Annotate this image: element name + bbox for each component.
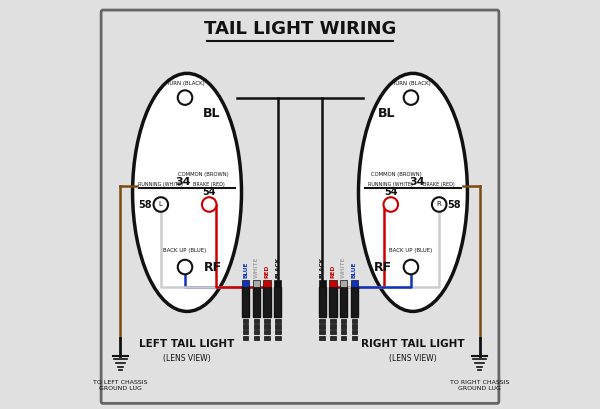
Bar xyxy=(319,280,326,287)
Bar xyxy=(319,287,326,317)
Text: BLUE: BLUE xyxy=(243,262,248,279)
Bar xyxy=(330,336,336,340)
Bar xyxy=(341,319,346,323)
Bar xyxy=(243,324,248,329)
Bar xyxy=(351,280,358,287)
Text: RF: RF xyxy=(204,261,223,274)
Text: L: L xyxy=(159,202,163,207)
Bar xyxy=(264,324,270,329)
Bar xyxy=(330,330,336,335)
Text: BL: BL xyxy=(378,107,395,120)
Bar xyxy=(352,324,357,329)
Bar xyxy=(243,336,248,340)
Text: RIGHT TAIL LIGHT: RIGHT TAIL LIGHT xyxy=(361,339,465,349)
Bar xyxy=(242,280,249,287)
Bar xyxy=(352,336,357,340)
Bar xyxy=(352,319,357,323)
Text: 54: 54 xyxy=(202,187,216,197)
Text: BLUE: BLUE xyxy=(352,262,357,279)
Bar xyxy=(274,287,281,317)
Bar xyxy=(254,336,259,340)
Bar xyxy=(330,324,336,329)
Circle shape xyxy=(202,197,217,212)
Text: LEFT TAIL LIGHT: LEFT TAIL LIGHT xyxy=(139,339,235,349)
Text: COMMON (BROWN): COMMON (BROWN) xyxy=(371,172,422,177)
Text: RED: RED xyxy=(265,265,269,279)
Text: RF: RF xyxy=(374,261,392,274)
Bar xyxy=(319,319,325,323)
Text: RUNNING (WHITE): RUNNING (WHITE) xyxy=(139,182,183,187)
Bar xyxy=(275,319,281,323)
Text: RED: RED xyxy=(331,265,335,279)
Ellipse shape xyxy=(358,73,467,311)
Text: BL: BL xyxy=(202,107,220,120)
Bar xyxy=(340,280,347,287)
Bar xyxy=(341,336,346,340)
Bar xyxy=(263,280,271,287)
Bar xyxy=(254,324,259,329)
Circle shape xyxy=(154,197,168,212)
Bar xyxy=(275,330,281,335)
Bar xyxy=(254,319,259,323)
Circle shape xyxy=(383,197,398,212)
Circle shape xyxy=(178,260,192,274)
Text: 54: 54 xyxy=(384,187,398,197)
Bar xyxy=(319,330,325,335)
Bar xyxy=(243,330,248,335)
Bar xyxy=(263,287,271,317)
Bar xyxy=(329,287,337,317)
Bar xyxy=(330,319,336,323)
Bar xyxy=(264,336,270,340)
Text: RUNNING (WHITE): RUNNING (WHITE) xyxy=(368,182,413,187)
Bar xyxy=(341,330,346,335)
Text: 34: 34 xyxy=(175,178,191,187)
Circle shape xyxy=(432,197,446,212)
Bar xyxy=(274,280,281,287)
Bar xyxy=(254,330,259,335)
Text: WHITE: WHITE xyxy=(341,257,346,279)
Text: TURN (BLACK): TURN (BLACK) xyxy=(392,81,430,86)
Text: TAIL LIGHT WIRING: TAIL LIGHT WIRING xyxy=(204,20,396,38)
Bar xyxy=(275,324,281,329)
Text: 58: 58 xyxy=(448,200,461,209)
Ellipse shape xyxy=(133,73,242,311)
Text: BLACK: BLACK xyxy=(275,257,280,279)
Text: TO LEFT CHASSIS
GROUND LUG: TO LEFT CHASSIS GROUND LUG xyxy=(93,380,148,391)
Text: BRAKE (RED): BRAKE (RED) xyxy=(424,182,455,187)
Text: BLACK: BLACK xyxy=(320,257,325,279)
Text: (LENS VIEW): (LENS VIEW) xyxy=(163,354,211,363)
Bar xyxy=(341,324,346,329)
Bar xyxy=(253,280,260,287)
Bar xyxy=(340,287,347,317)
Text: BRAKE (RED): BRAKE (RED) xyxy=(193,182,225,187)
Circle shape xyxy=(178,90,192,105)
Text: TO RIGHT CHASSIS
GROUND LUG: TO RIGHT CHASSIS GROUND LUG xyxy=(450,380,509,391)
Text: R: R xyxy=(437,202,442,207)
Bar xyxy=(319,336,325,340)
Circle shape xyxy=(404,260,418,274)
Bar xyxy=(275,336,281,340)
Text: BACK UP (BLUE): BACK UP (BLUE) xyxy=(389,248,433,254)
Bar xyxy=(319,324,325,329)
Bar xyxy=(329,280,337,287)
Text: WHITE: WHITE xyxy=(254,257,259,279)
Text: 58: 58 xyxy=(139,200,152,209)
Text: COMMON (BROWN): COMMON (BROWN) xyxy=(178,172,229,177)
Bar xyxy=(264,330,270,335)
Text: BACK UP (BLUE): BACK UP (BLUE) xyxy=(163,248,206,254)
Text: 34: 34 xyxy=(409,178,425,187)
Bar xyxy=(253,287,260,317)
Bar xyxy=(351,287,358,317)
Text: TURN (BLACK): TURN (BLACK) xyxy=(166,81,205,86)
Bar xyxy=(242,287,249,317)
Bar xyxy=(264,319,270,323)
Bar xyxy=(243,319,248,323)
FancyBboxPatch shape xyxy=(101,10,499,403)
Bar xyxy=(352,330,357,335)
Circle shape xyxy=(404,90,418,105)
Text: (LENS VIEW): (LENS VIEW) xyxy=(389,354,437,363)
